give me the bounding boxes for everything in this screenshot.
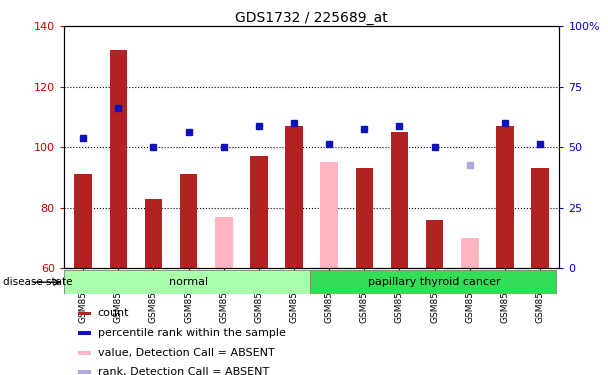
Bar	[78, 370, 91, 374]
Bar	[250, 156, 268, 268]
Bar	[109, 51, 127, 268]
Bar	[320, 162, 338, 268]
Text: papillary thyroid cancer: papillary thyroid cancer	[368, 277, 501, 287]
Text: value, Detection Call = ABSENT: value, Detection Call = ABSENT	[98, 348, 275, 358]
Bar	[391, 132, 408, 268]
Bar	[356, 168, 373, 268]
Bar	[215, 217, 232, 268]
Bar	[426, 220, 443, 268]
Bar	[496, 126, 514, 268]
Title: GDS1732 / 225689_at: GDS1732 / 225689_at	[235, 11, 388, 25]
Bar	[78, 312, 91, 315]
Bar	[180, 174, 198, 268]
Text: count: count	[98, 308, 130, 318]
Bar	[461, 238, 478, 268]
Bar	[285, 126, 303, 268]
Text: disease state: disease state	[3, 277, 72, 287]
Bar	[531, 168, 549, 268]
Text: rank, Detection Call = ABSENT: rank, Detection Call = ABSENT	[98, 367, 269, 375]
Bar	[310, 270, 556, 294]
Bar	[78, 351, 91, 354]
Bar	[64, 270, 310, 294]
Bar	[78, 331, 91, 335]
Bar	[74, 174, 92, 268]
Text: normal: normal	[169, 277, 208, 287]
Text: percentile rank within the sample: percentile rank within the sample	[98, 328, 286, 338]
Bar	[145, 199, 162, 268]
